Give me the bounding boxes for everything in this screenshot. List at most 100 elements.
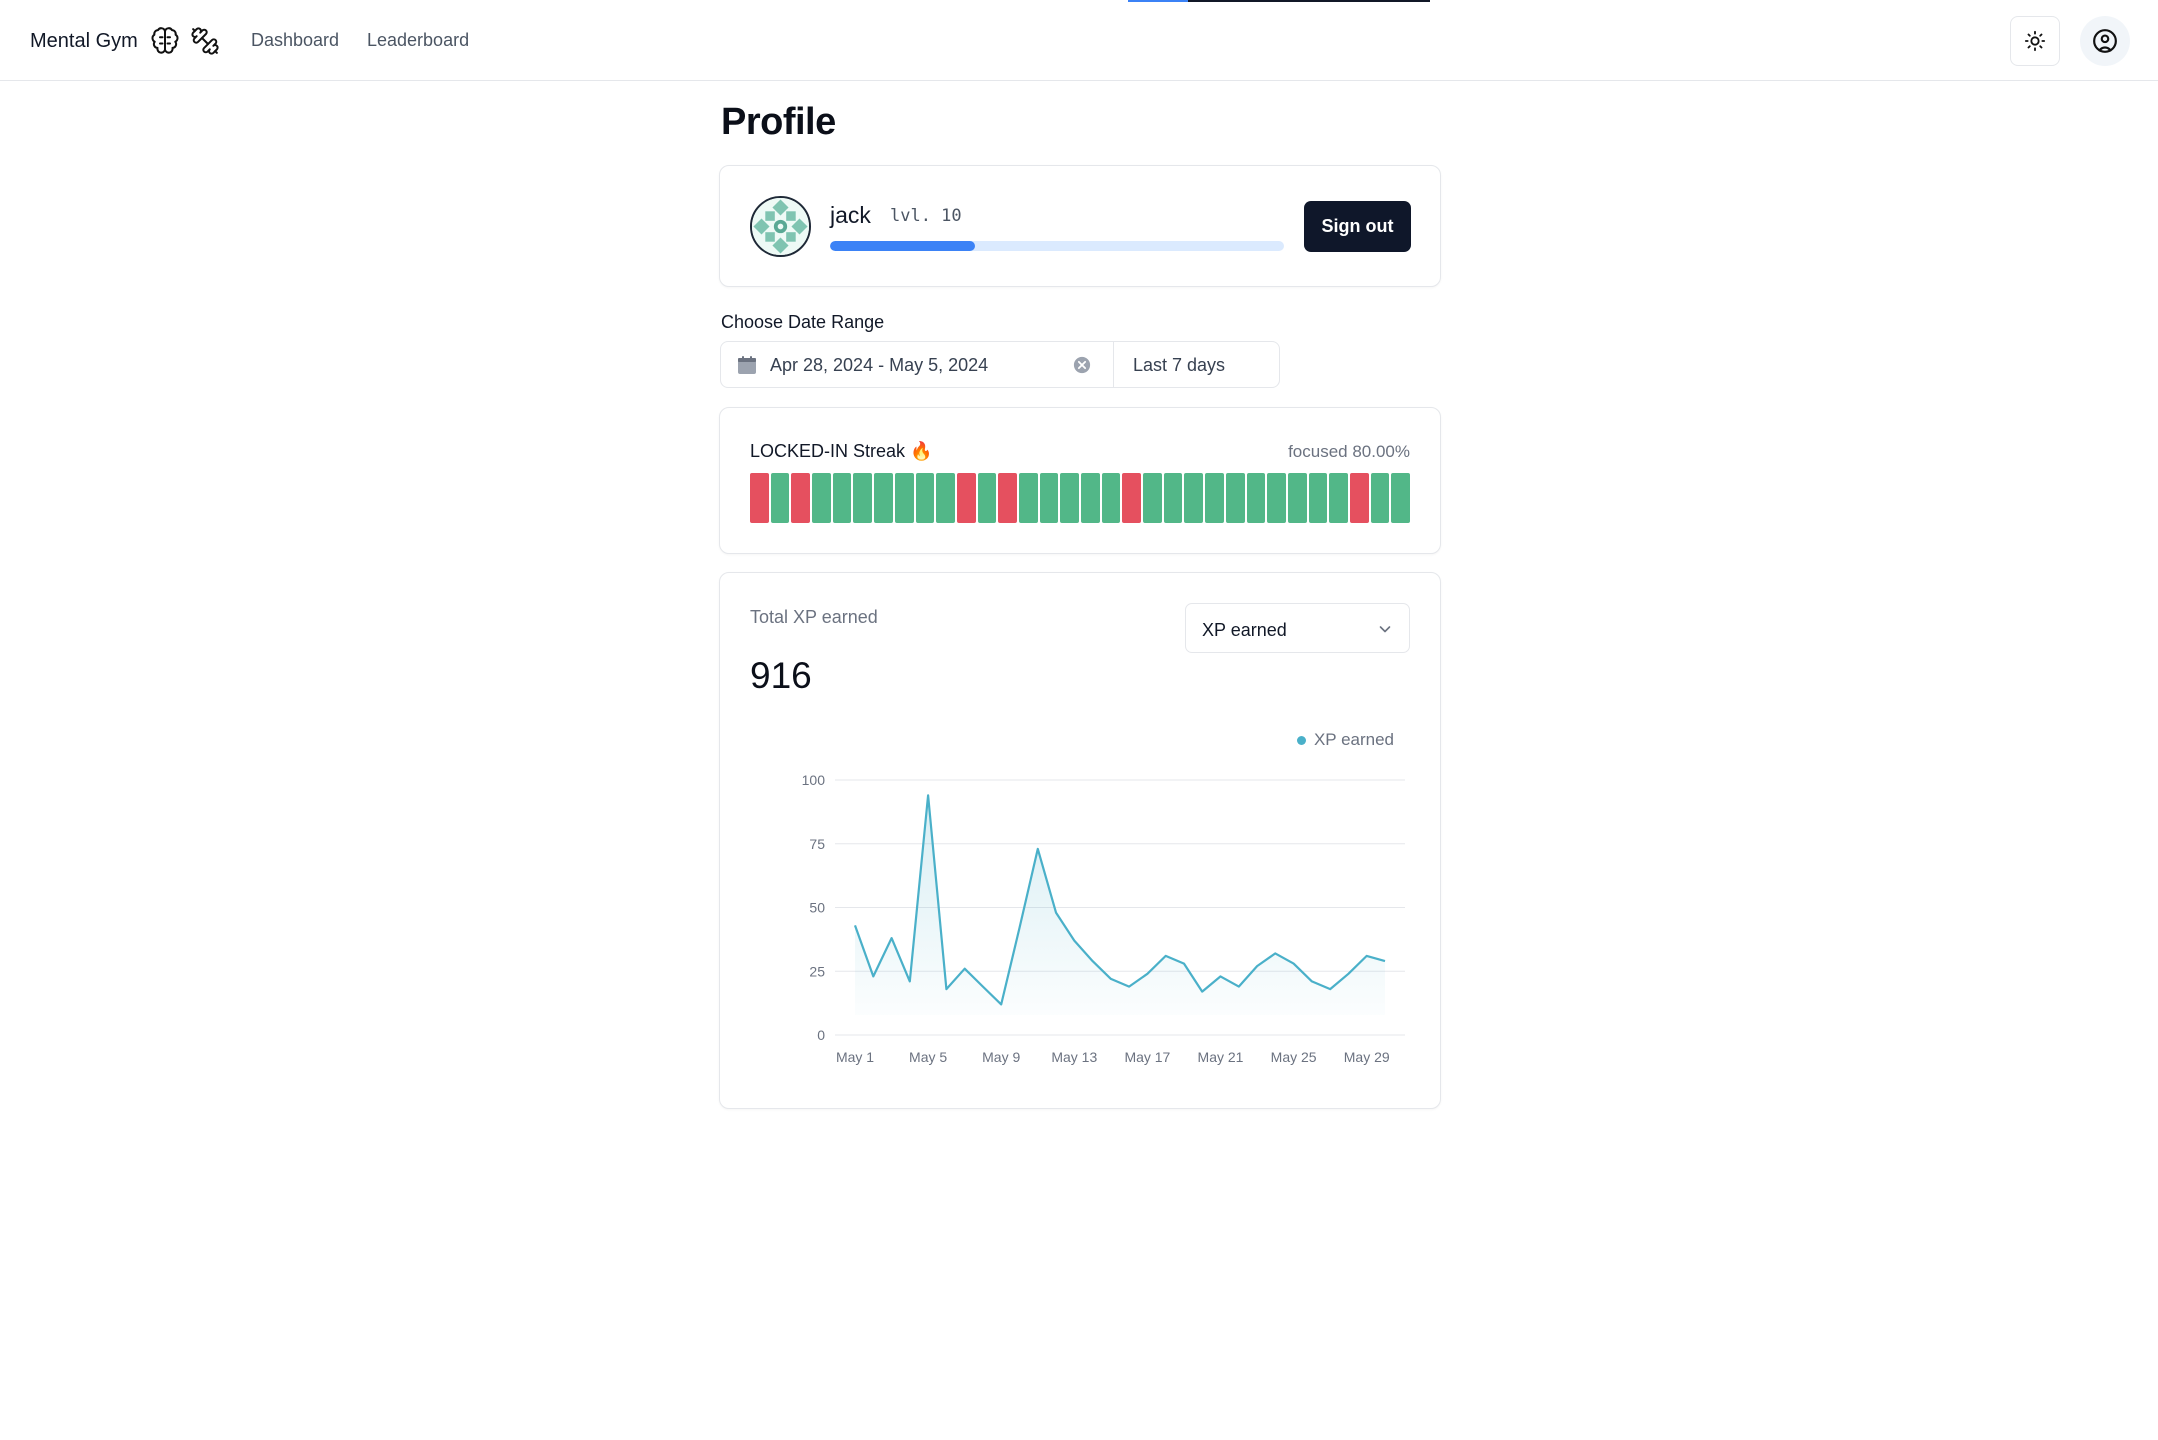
- streak-day-on: [936, 473, 955, 523]
- nav-dashboard[interactable]: Dashboard: [251, 30, 340, 50]
- data-point[interactable]: [1088, 956, 1098, 966]
- streak-day-on: [1370, 473, 1390, 523]
- data-point[interactable]: [996, 999, 1006, 1009]
- xp-line-chart: 0 25 50 75 100 May 1 May 5 May 9 May 13 May 17 May…: [802, 772, 1405, 1065]
- series-line: [853, 794, 1386, 1006]
- x-tick-label: May 29: [1344, 1049, 1390, 1065]
- streak-day-on: [1184, 473, 1204, 523]
- streak-day-on: [1267, 473, 1286, 523]
- data-point[interactable]: [1197, 987, 1207, 997]
- streak-card: LOCKED-IN Streak 🔥 focused 80.00%: [719, 407, 1441, 554]
- top-navbar: Mental Gym Dashboard Leaderboard: [0, 0, 2158, 81]
- streak-day-on: [1039, 473, 1059, 523]
- chevron-down-icon: [1379, 626, 1391, 633]
- data-point[interactable]: [1179, 959, 1189, 969]
- data-point[interactable]: [1289, 959, 1299, 969]
- streak-day-on: [812, 473, 831, 523]
- streak-day-on: [1163, 473, 1183, 523]
- brand-name: Mental Gym: [30, 29, 138, 52]
- streak-day-on: [1391, 473, 1410, 523]
- data-point[interactable]: [960, 964, 970, 974]
- x-tick-label: May 13: [1051, 1049, 1097, 1065]
- sun-icon: [2024, 30, 2046, 52]
- streak-tracker: [750, 473, 1410, 523]
- x-tick-label: May 1: [836, 1049, 874, 1065]
- data-point[interactable]: [1307, 976, 1317, 986]
- date-range-label: Choose Date Range: [721, 312, 885, 332]
- streak-day-off: [791, 473, 811, 523]
- streak-day-off: [956, 473, 976, 523]
- username: jack: [830, 202, 871, 228]
- data-point[interactable]: [1343, 969, 1353, 979]
- streak-focus-percent: focused 80.00%: [1288, 442, 1410, 461]
- data-point[interactable]: [941, 984, 951, 994]
- data-point[interactable]: [1216, 971, 1226, 981]
- data-point[interactable]: [978, 982, 988, 992]
- streak-day-on: [1018, 473, 1038, 523]
- date-range-preset-select[interactable]: Last 7 days: [1133, 355, 1226, 375]
- data-point[interactable]: [1069, 936, 1079, 946]
- avatar-pattern-icon: [752, 198, 809, 255]
- data-point[interactable]: [1325, 984, 1335, 994]
- y-tick-label: 50: [809, 900, 825, 916]
- data-point[interactable]: [923, 790, 933, 800]
- streak-day-off: [750, 473, 769, 523]
- page-title: Profile: [721, 101, 836, 143]
- streak-day-on: [1287, 473, 1307, 523]
- data-point[interactable]: [1252, 961, 1262, 971]
- y-tick-label: 75: [809, 836, 825, 852]
- user-circle-icon: [2093, 29, 2117, 53]
- data-point[interactable]: [1142, 969, 1152, 979]
- y-tick-label: 100: [802, 772, 826, 788]
- clear-icon[interactable]: [1073, 356, 1091, 374]
- data-point[interactable]: [1270, 948, 1280, 958]
- streak-day-on: [770, 473, 790, 523]
- profile-card: jack lvl. 10 Sign out: [719, 165, 1441, 287]
- date-range-input[interactable]: Apr 28, 2024 - May 5, 2024: [721, 342, 1114, 387]
- metric-select[interactable]: XP earned: [1185, 603, 1410, 653]
- theme-toggle-button[interactable]: [2010, 16, 2060, 66]
- data-point[interactable]: [1033, 844, 1043, 854]
- legend-dot: [1296, 735, 1306, 745]
- chart-legend: XP earned: [1296, 730, 1394, 750]
- user-menu-button[interactable]: [2080, 16, 2130, 66]
- streak-day-on: [1060, 473, 1079, 523]
- data-point[interactable]: [1234, 982, 1244, 992]
- data-point[interactable]: [1380, 956, 1390, 966]
- brand[interactable]: Mental Gym: [30, 24, 220, 58]
- streak-day-on: [1225, 473, 1245, 523]
- streak-day-on: [1205, 473, 1224, 523]
- level-label: lvl. 10: [890, 206, 962, 226]
- legend-label: XP earned: [1313, 730, 1394, 749]
- xp-progress-bar: [830, 241, 1284, 251]
- data-point[interactable]: [1106, 974, 1116, 984]
- data-point[interactable]: [1124, 982, 1134, 992]
- data-point[interactable]: [1051, 908, 1061, 918]
- data-point[interactable]: [1362, 951, 1372, 961]
- xp-progress-fill: [830, 241, 976, 251]
- xp-total-value: 916: [750, 655, 812, 696]
- metric-select-value: XP earned: [1202, 620, 1287, 640]
- data-point[interactable]: [1014, 923, 1024, 933]
- date-range-value: Apr 28, 2024 - May 5, 2024: [770, 355, 989, 375]
- data-point[interactable]: [850, 920, 860, 930]
- streak-day-on: [1081, 473, 1100, 523]
- calendar-icon: [738, 356, 756, 374]
- data-point[interactable]: [887, 933, 897, 943]
- xp-total-label: Total XP earned: [750, 607, 878, 627]
- streak-day-on: [1246, 473, 1266, 523]
- data-point[interactable]: [905, 976, 915, 986]
- streak-day-on: [853, 473, 873, 523]
- streak-day-off: [1349, 473, 1369, 523]
- dumbbell-icon: [191, 27, 219, 55]
- data-point[interactable]: [1161, 951, 1171, 961]
- nav-leaderboard[interactable]: Leaderboard: [367, 30, 470, 50]
- x-tick-label: May 5: [909, 1049, 947, 1065]
- x-tick-label: May 17: [1124, 1049, 1170, 1065]
- series-area: [855, 795, 1385, 1015]
- streak-day-on: [1143, 473, 1162, 523]
- data-point[interactable]: [868, 971, 878, 981]
- streak-day-on: [874, 473, 893, 523]
- sign-out-button[interactable]: Sign out: [1304, 201, 1411, 252]
- x-tick-label: May 25: [1271, 1049, 1317, 1065]
